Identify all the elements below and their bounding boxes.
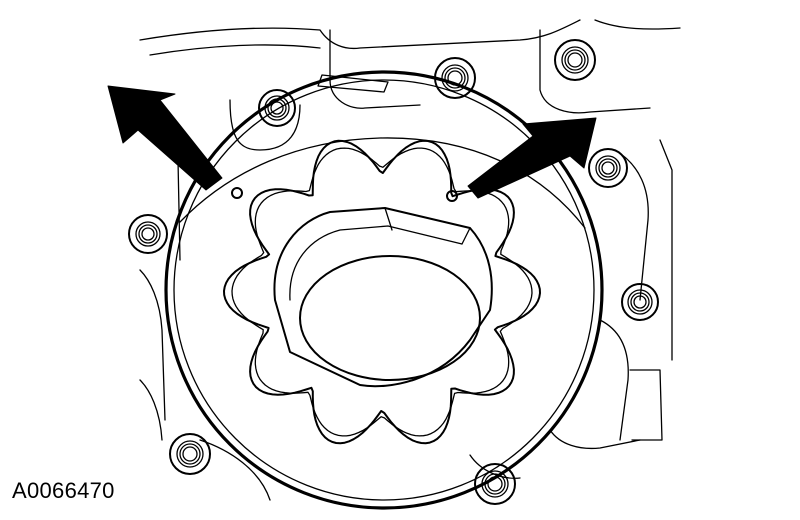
arrow-icon (107, 85, 223, 191)
arrow-icon (467, 117, 597, 199)
bolt-hole-icon (169, 433, 211, 475)
left-alignment-mark (231, 187, 243, 199)
bolt-hole-icon (621, 283, 659, 321)
center-bore (273, 207, 493, 388)
figure-id-label: A0066470 (12, 478, 115, 503)
bolt-hole-icon (128, 214, 168, 254)
bolt-hole-icon (434, 57, 476, 99)
pump-housing (164, 70, 604, 510)
bolt-hole-icon (554, 39, 596, 81)
inner-rotor-gear (223, 139, 541, 445)
bolt-holes (128, 39, 659, 505)
callout-arrows (107, 85, 597, 199)
alignment-marks (231, 187, 458, 202)
bolt-hole-icon (588, 148, 628, 188)
engine-block-casting (139, 19, 681, 501)
right-alignment-mark (446, 190, 458, 202)
